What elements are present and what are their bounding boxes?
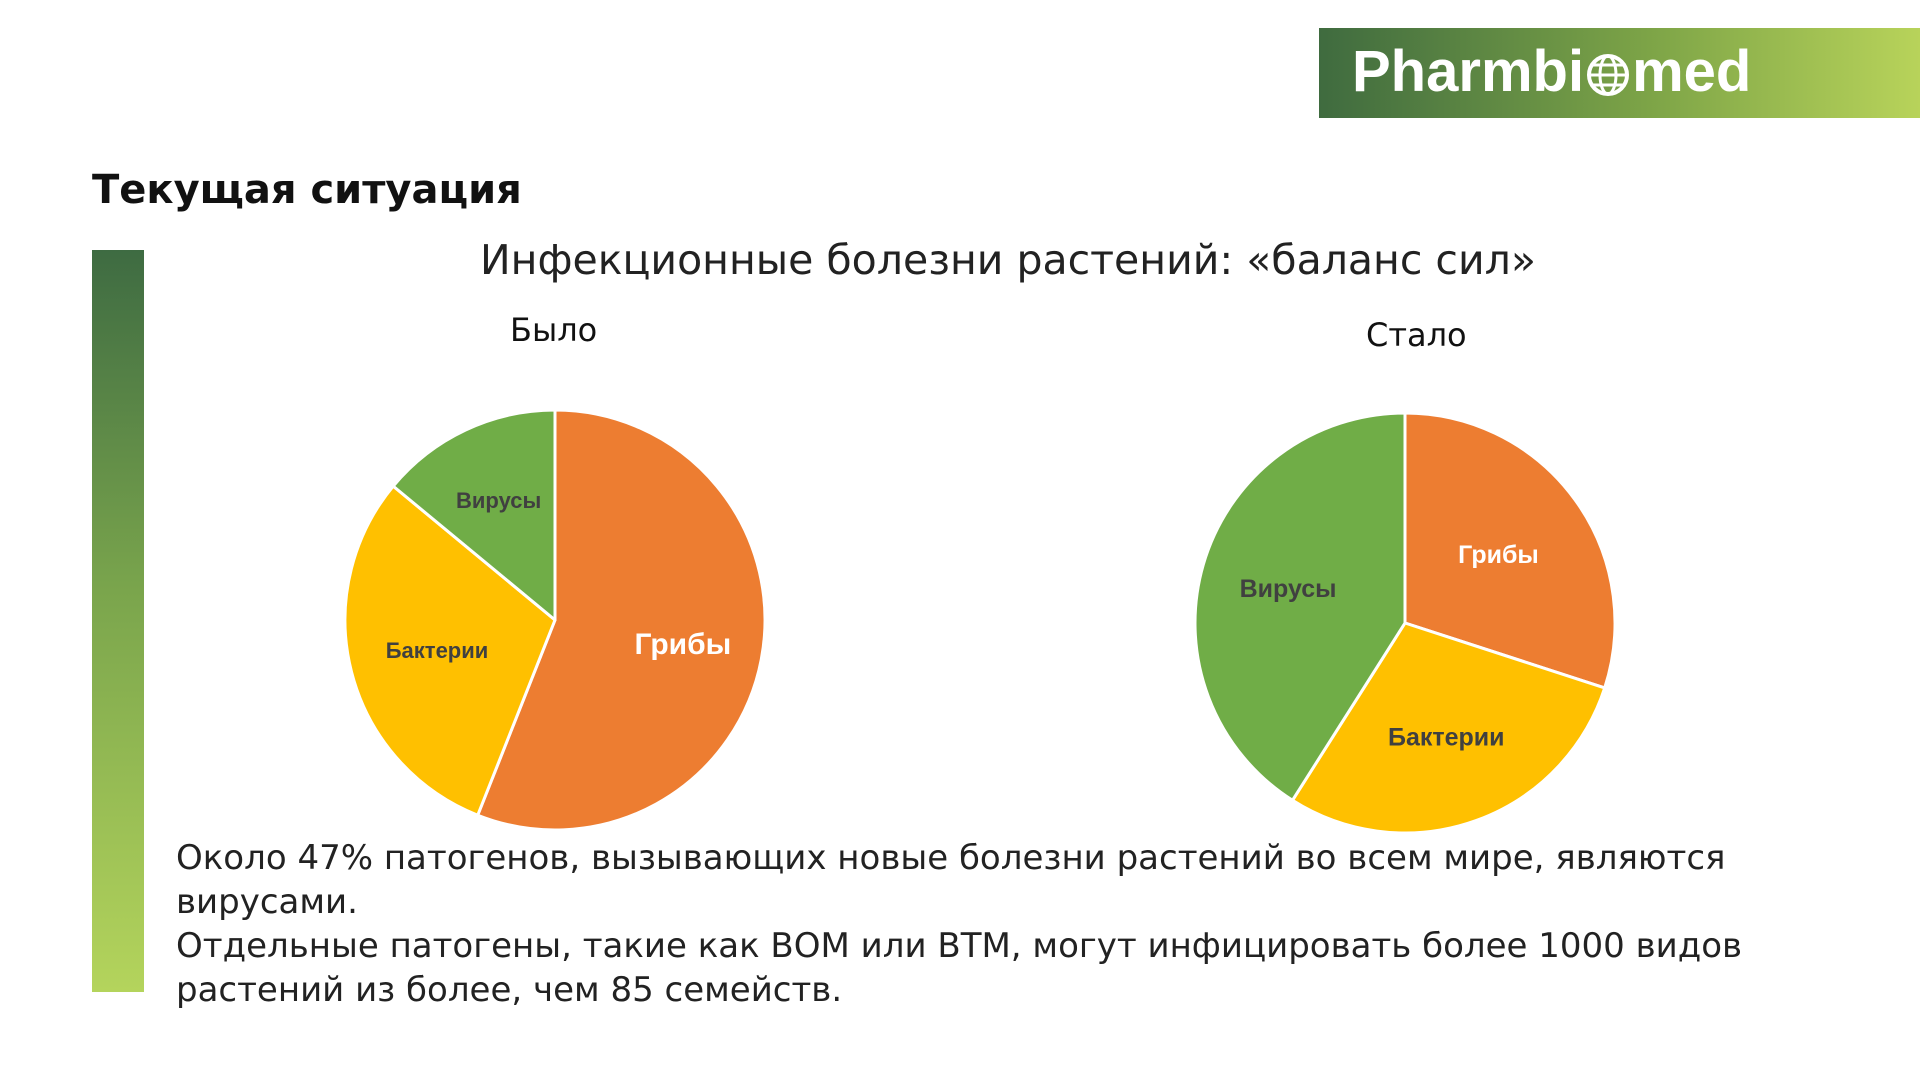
- pie-slice-bacteria: [343, 484, 557, 817]
- page-title: Текущая ситуация: [92, 167, 522, 213]
- brand-logo: Pharmbi med: [1352, 40, 1751, 104]
- pie-label-fungi: Грибы: [634, 628, 731, 661]
- pie-title-before: Было: [510, 311, 598, 349]
- chart-title: Инфекционные болезни растений: «баланс с…: [480, 236, 1536, 284]
- logo-text-end: med: [1632, 39, 1752, 104]
- pie-label-fungi: Грибы: [1458, 541, 1539, 569]
- body-text: Около 47% патогенов, вызывающих новые бо…: [176, 836, 1896, 1012]
- pie-slice-viruses: [391, 408, 557, 622]
- pie-slice-viruses: [1193, 411, 1407, 802]
- logo-banner: Pharmbi med: [1319, 28, 1920, 118]
- body-paragraph-1: Около 47% патогенов, вызывающих новые бо…: [176, 838, 1726, 922]
- pie-label-viruses: Вирусы: [1240, 575, 1337, 603]
- body-paragraph-2: Отдельные патогены, такие как ВОМ или ВТ…: [176, 926, 1743, 1010]
- pie-label-bacteria: Бактерии: [1388, 724, 1505, 752]
- pie-label-bacteria: Бактерии: [386, 638, 489, 663]
- pie-chart-before: Грибы Бактерии Вирусы: [343, 408, 767, 832]
- globe-icon: [1587, 54, 1630, 96]
- pie-slice-fungi: [1403, 411, 1617, 690]
- pie-slice-bacteria: [1290, 621, 1607, 835]
- pie-title-after: Стало: [1366, 316, 1467, 354]
- logo-text-start: Pharmbi: [1352, 39, 1585, 104]
- pie-chart-after: Грибы Бактерии Вирусы: [1193, 411, 1617, 835]
- decorative-gradient-bar: [92, 250, 144, 992]
- pie-slice-fungi: [476, 408, 767, 832]
- pie-label-viruses: Вирусы: [456, 488, 541, 513]
